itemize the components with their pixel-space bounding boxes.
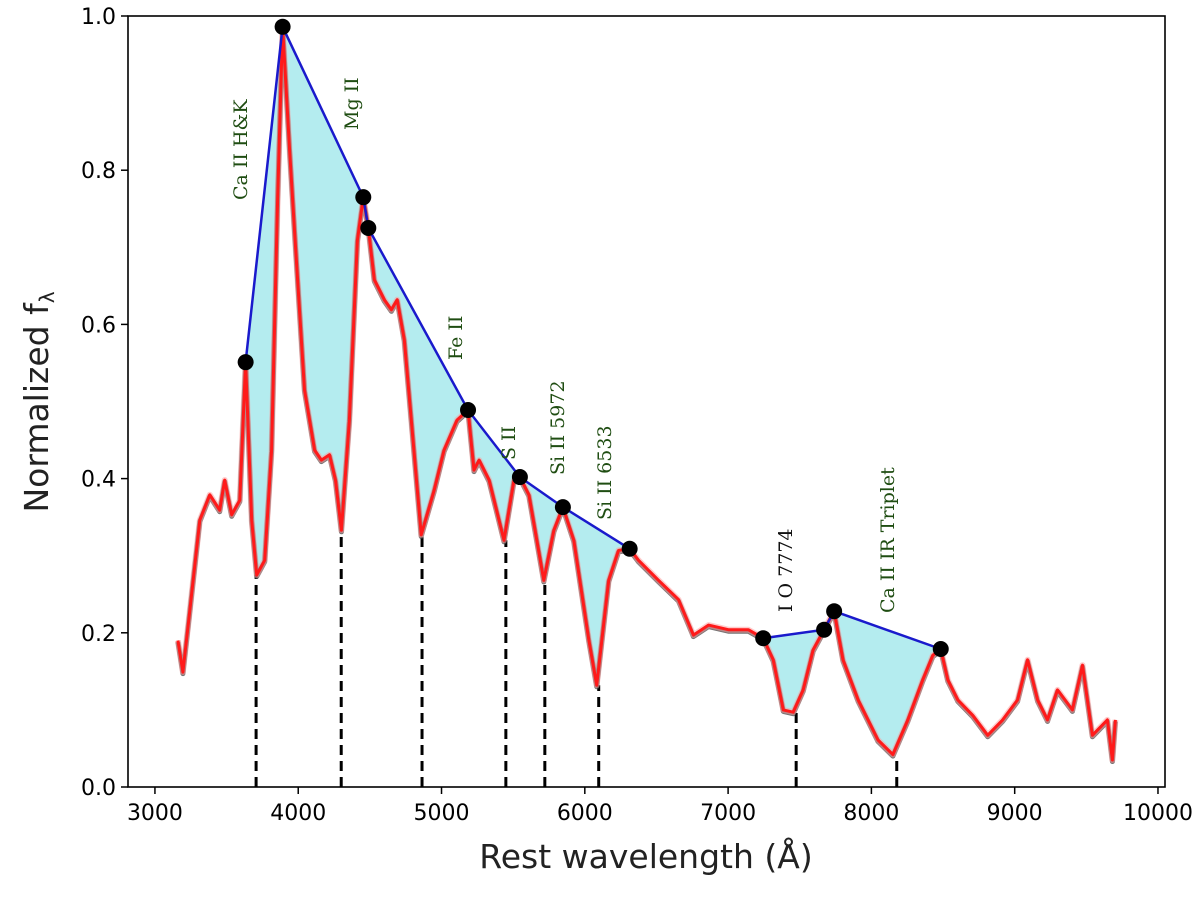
continuum-point xyxy=(355,189,372,206)
y-tick-label: 0.8 xyxy=(81,159,116,184)
continuum-point xyxy=(511,469,528,486)
x-tick-label: 10000 xyxy=(1123,801,1193,826)
x-tick-label: 9000 xyxy=(987,801,1043,826)
plot-frame xyxy=(127,15,1166,788)
y-tick-label: 0.2 xyxy=(81,622,116,647)
line-label: Si II 5972 xyxy=(547,380,569,475)
x-tick-label: 7000 xyxy=(700,801,756,826)
continuum-point xyxy=(826,603,843,620)
y-axis-ticks: 0.0 0.2 0.4 0.6 0.8 1.0 xyxy=(81,5,128,801)
pseudo-continuum-line-2 xyxy=(763,609,942,651)
continuum-point xyxy=(460,401,477,418)
pseudo-continuum-line-1 xyxy=(244,22,631,550)
spectrum-line xyxy=(176,25,1117,762)
line-labels: Ca II H&K Mg II Fe II S II Si II 5972 Si II 6… xyxy=(230,77,899,613)
line-label: Ca II IR Triplet xyxy=(877,467,899,613)
x-tick-label: 8000 xyxy=(843,801,899,826)
continuum-point xyxy=(360,220,377,237)
continuum-point xyxy=(932,640,949,657)
continuum-point xyxy=(621,540,638,557)
continuum-point xyxy=(816,621,833,638)
x-axis-ticks: 3000 4000 5000 6000 7000 8000 9000 10000 xyxy=(127,787,1193,826)
y-tick-label: 1.0 xyxy=(81,5,116,30)
line-label: I O 7774 xyxy=(775,528,797,612)
y-tick-label: 0.6 xyxy=(81,313,116,338)
spectrum-layer xyxy=(174,23,1119,764)
y-axis-label-main: Normalized f xyxy=(17,302,56,513)
continuum-point xyxy=(274,18,291,35)
continuum-point xyxy=(237,354,254,371)
line-label: Si II 6533 xyxy=(594,425,616,520)
line-label: S II xyxy=(498,426,520,460)
continuum-point xyxy=(755,630,772,647)
x-tick-label: 6000 xyxy=(557,801,613,826)
line-label: Fe II xyxy=(445,316,467,360)
x-axis-label: Rest wavelength (Å) xyxy=(479,836,812,876)
absorption-dashed-lines xyxy=(254,530,899,787)
y-axis-label-subscript: λ xyxy=(35,291,59,303)
line-label: Ca II H&K xyxy=(230,99,252,200)
y-axis-label: Normalized fλ xyxy=(17,291,59,512)
line-label: Mg II xyxy=(341,77,363,130)
pseudo-continuum-layer xyxy=(237,18,949,657)
y-tick-label: 0.0 xyxy=(81,776,116,801)
y-tick-label: 0.4 xyxy=(81,468,116,493)
x-tick-label: 3000 xyxy=(127,801,183,826)
continuum-point xyxy=(554,499,571,516)
x-tick-label: 5000 xyxy=(414,801,470,826)
x-tick-label: 4000 xyxy=(270,801,326,826)
